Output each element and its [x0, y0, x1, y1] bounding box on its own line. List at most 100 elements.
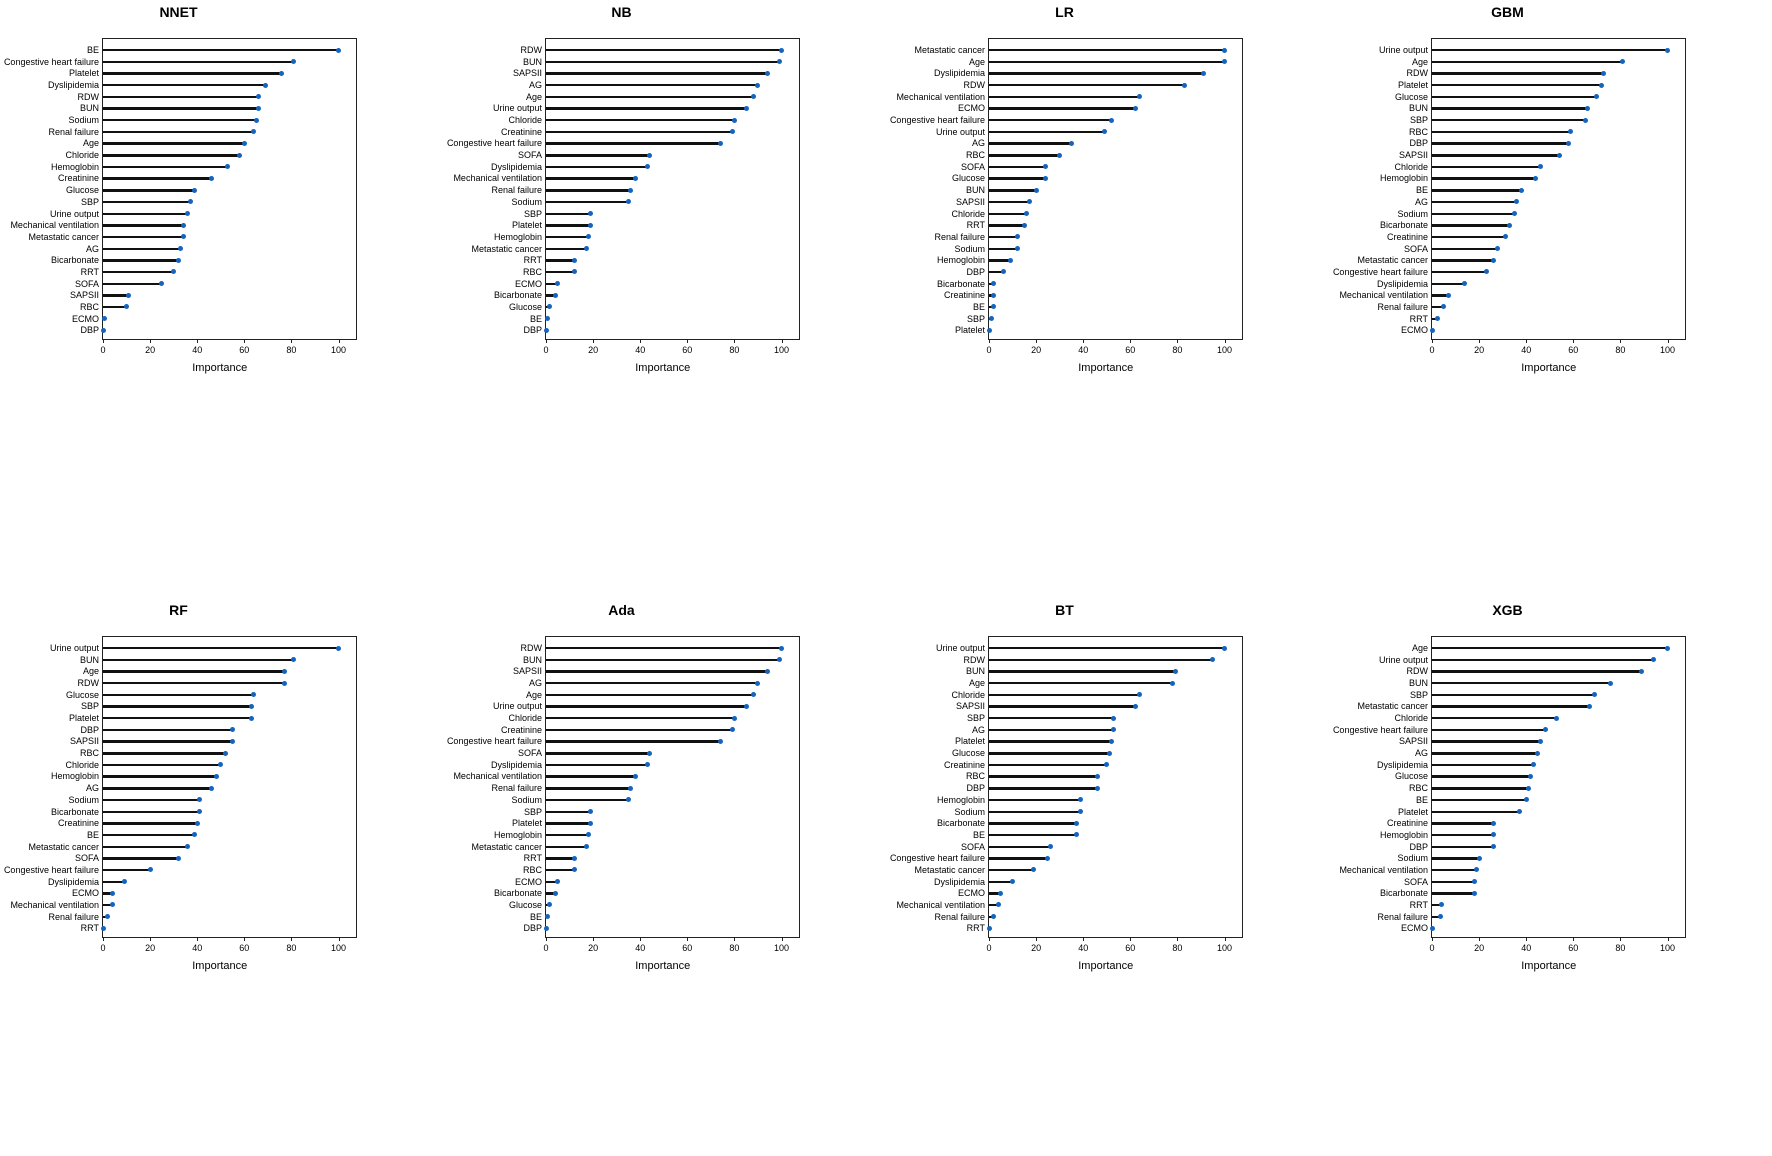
lollipop-dot [729, 727, 735, 733]
lollipop-row: BE [530, 910, 799, 924]
lollipop-dot [124, 304, 130, 310]
lollipop-stem [989, 740, 1112, 743]
x-tick [734, 339, 736, 343]
lollipop-stem [103, 49, 339, 52]
x-tick [1526, 339, 1528, 343]
x-tick-label: 20 [1474, 345, 1485, 355]
x-tick [1083, 339, 1085, 343]
lollipop-stem [989, 60, 1225, 64]
category-label: Age [82, 666, 99, 677]
lollipop-dot [625, 797, 631, 803]
lollipop-dot [185, 211, 191, 217]
category-label: Urine output [935, 126, 985, 137]
lollipop-row: RBC [523, 863, 799, 877]
lollipop-stem [103, 752, 226, 755]
x-tick-label: 100 [773, 943, 790, 953]
lollipop-row: Chloride [1394, 711, 1685, 725]
lollipop-stem [546, 247, 587, 250]
lollipop-row: Platelet [1398, 78, 1685, 92]
category-label: SOFA [74, 278, 99, 289]
lollipop-dot [175, 257, 181, 263]
x-tick [1667, 339, 1669, 343]
lollipop-row: Hemoglobin [51, 160, 356, 174]
lollipop-row: Platelet [512, 218, 799, 232]
lollipop-row: Congestive heart failure [4, 863, 356, 877]
lollipop-dot [764, 668, 770, 674]
category-label: BE [1415, 794, 1428, 805]
category-label: Metastatic cancer [471, 841, 542, 852]
lollipop-dot [213, 773, 219, 779]
lollipop-dot [625, 199, 631, 205]
x-tick [687, 339, 689, 343]
lollipop-dot [1137, 692, 1143, 698]
category-label: RDW [1406, 68, 1429, 79]
lollipop-dot [1490, 832, 1496, 838]
lollipop-dot [1047, 844, 1053, 850]
category-label: Renal failure [1377, 301, 1428, 312]
lollipop-dot [1170, 680, 1176, 686]
lollipop-dot [1007, 257, 1013, 263]
lollipop-stem [1432, 903, 1442, 907]
lollipop-row: SBP [1410, 688, 1685, 702]
lollipop-dot [776, 657, 782, 663]
lollipop-dot [1073, 820, 1079, 826]
category-label: Metastatic cancer [914, 864, 985, 875]
chart-title: BT [1055, 602, 1074, 618]
x-tick-label: 0 [543, 345, 549, 355]
x-tick [1177, 937, 1179, 941]
lollipop-stem [989, 247, 1018, 250]
lollipop-dot [1043, 164, 1049, 170]
x-tick [291, 937, 293, 941]
lollipop-row: Glucose [952, 746, 1242, 760]
lollipop-dot [1026, 199, 1032, 205]
lollipop-dot [571, 855, 577, 861]
category-label: Metastatic cancer [1357, 255, 1428, 266]
lollipop-stem [989, 670, 1176, 673]
category-label: RDW [520, 45, 543, 55]
x-tick-label: 0 [1429, 943, 1435, 953]
lollipop-row: Creatinine [58, 171, 356, 185]
category-label: Metastatic cancer [471, 243, 542, 254]
lollipop-dot [583, 844, 589, 850]
category-label: SOFA [1403, 243, 1428, 254]
x-tick-label: 40 [192, 345, 203, 355]
lollipop-stem [989, 822, 1077, 825]
chart-panel-lr: LR Metastatic cancer Age Dyslipidemia RDW Mec… [886, 0, 1329, 558]
category-label: SAPSII [512, 666, 542, 677]
lollipop-row: RRT [967, 921, 1242, 935]
x-tick [1036, 339, 1038, 343]
lollipop-dot [1222, 645, 1227, 651]
lollipop-stem [1432, 224, 1510, 227]
lollipop-row: SBP [967, 711, 1242, 725]
lollipop-stem [546, 658, 780, 662]
category-label: Sodium [511, 196, 542, 207]
lollipop-stem [989, 107, 1136, 110]
category-label: RBC [79, 301, 99, 312]
lollipop-row: Hemoglobin [937, 793, 1242, 807]
lollipop-dot [988, 316, 994, 322]
category-label: DBP [966, 266, 985, 277]
lollipop-row: Bicarbonate [494, 886, 799, 900]
lollipop-row: Mechanical ventilation [453, 171, 799, 185]
category-label: Mechanical ventilation [896, 91, 985, 102]
lollipop-stem [989, 165, 1046, 169]
lollipop-row: Sodium [511, 793, 799, 807]
lollipop-row: RBC [966, 769, 1242, 783]
lollipop-dot [1533, 175, 1539, 181]
category-label: Congestive heart failure [1332, 266, 1428, 277]
lollipop-dot [101, 316, 107, 322]
category-label: SAPSII [512, 68, 542, 79]
lollipop-dot [180, 234, 186, 240]
lollipop-dot [126, 292, 132, 298]
lollipop-stem [1432, 119, 1586, 122]
lollipop-row: Dyslipidemia [491, 160, 799, 174]
chart-title: XGB [1492, 602, 1523, 618]
x-tick [1620, 339, 1622, 343]
lollipop-dot [1535, 750, 1541, 756]
lollipop-stem [546, 212, 591, 215]
lollipop-row: Creatinine [501, 723, 799, 737]
category-label: Mechanical ventilation [10, 899, 99, 910]
lollipop-row: SOFA [75, 851, 356, 865]
lollipop-dot [185, 844, 191, 850]
category-label: SBP [80, 196, 99, 207]
